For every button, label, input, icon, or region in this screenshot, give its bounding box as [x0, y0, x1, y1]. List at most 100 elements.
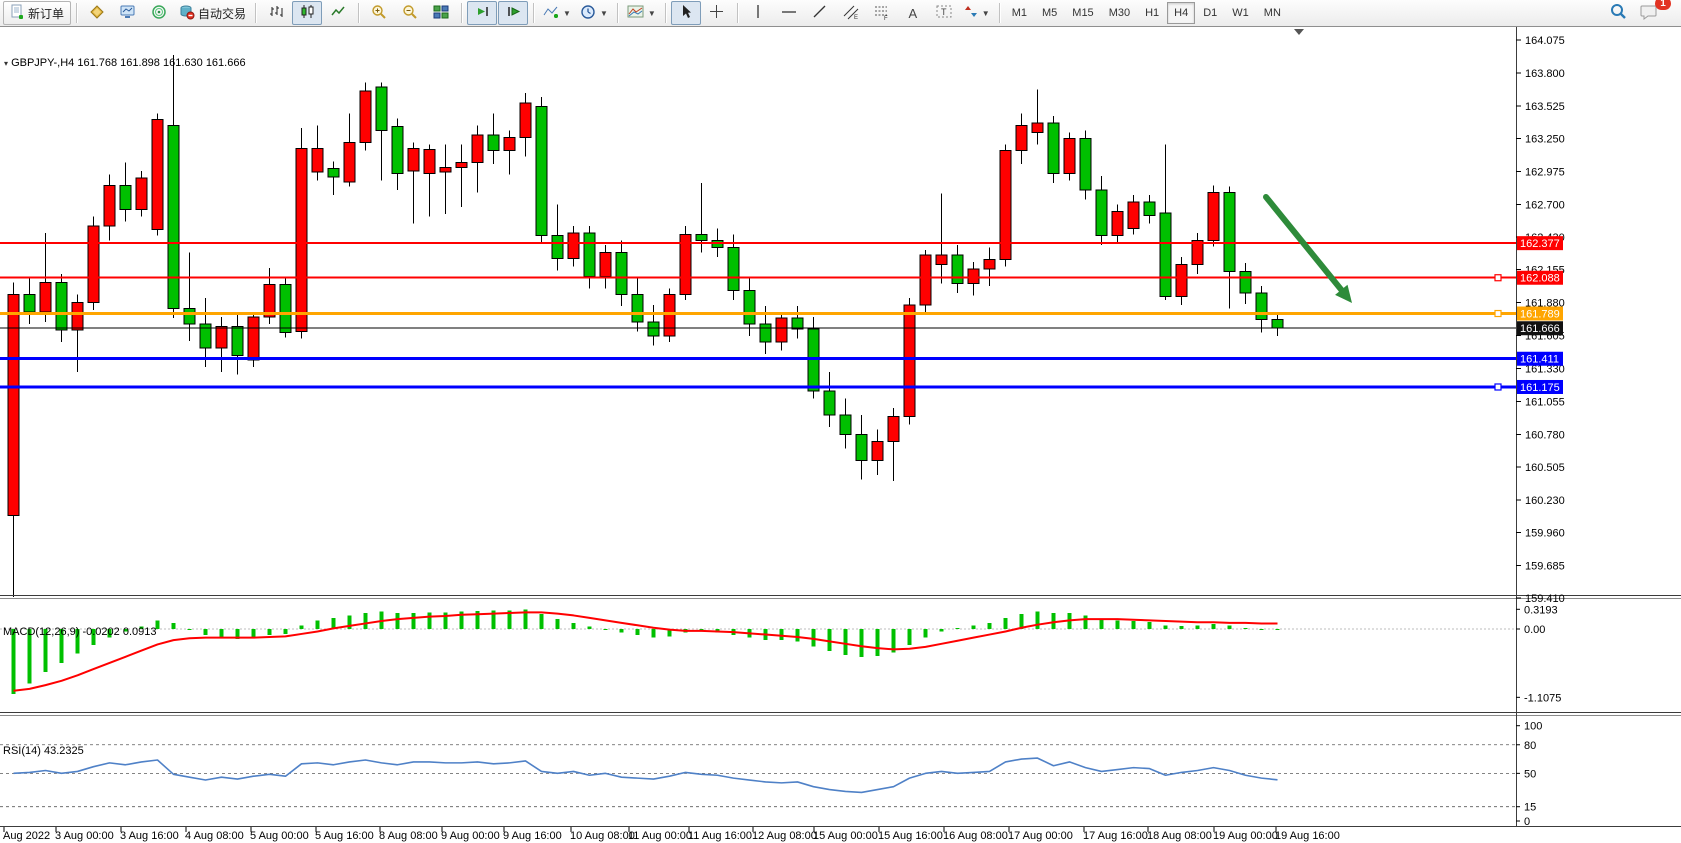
- candle-body: [295, 147, 308, 332]
- alerts-button[interactable]: [144, 1, 174, 25]
- arrows-tool-button[interactable]: ▼: [960, 1, 994, 25]
- macd-histogram-bar: [75, 629, 80, 654]
- time-axis-label: 15 Aug 00:00: [813, 830, 878, 842]
- cursor-button[interactable]: [670, 1, 701, 25]
- macd-histogram-bar: [123, 629, 128, 632]
- macd-histogram-bar: [475, 611, 480, 629]
- candle-body: [231, 326, 244, 356]
- crosshair-button[interactable]: [702, 1, 732, 25]
- timeframe-m5[interactable]: M5: [1042, 7, 1058, 19]
- svg-text:F: F: [884, 16, 888, 20]
- search-icon: [1610, 3, 1627, 23]
- candle-body: [999, 150, 1012, 261]
- price-label-text: 161.666: [1520, 323, 1560, 335]
- chart-shift-marker-icon[interactable]: [1294, 29, 1304, 35]
- candle-body: [567, 232, 580, 259]
- horizontal-line-tool-button[interactable]: [774, 1, 804, 25]
- hline-handle[interactable]: [1494, 383, 1502, 391]
- price-tick-label: 159.960: [1525, 527, 1565, 539]
- chart-ohlc-header: ▾ GBPJPY-,H4 161.768 161.898 161.630 161…: [4, 57, 246, 69]
- macd-histogram-bar: [411, 612, 416, 629]
- text-tool-button[interactable]: A: [898, 1, 928, 25]
- price-label-box: [1517, 270, 1563, 285]
- new-order-button[interactable]: 新订单: [3, 1, 72, 25]
- candle-body: [1031, 122, 1044, 134]
- time-axis-label: 15 Aug 16:00: [878, 830, 943, 842]
- price-label-text: 161.411: [1520, 354, 1559, 366]
- zoom-out-button[interactable]: [395, 1, 425, 25]
- timeframe-h1[interactable]: H1: [1145, 7, 1160, 19]
- price-tick-label: 162.700: [1525, 200, 1565, 212]
- time-axis-label: 3 Aug 00:00: [55, 830, 114, 842]
- timeframe-m30[interactable]: M30: [1108, 7, 1131, 19]
- bar-chart-button[interactable]: [261, 1, 291, 25]
- timeframe-mn[interactable]: MN: [1263, 7, 1281, 19]
- indicators-button[interactable]: ▼: [539, 1, 575, 25]
- trendline-tool-button[interactable]: [805, 1, 835, 25]
- timeframe-m1[interactable]: M1: [1011, 7, 1027, 19]
- fibonacci-tool-button[interactable]: F: [867, 1, 897, 25]
- candle-body: [1079, 138, 1092, 191]
- candle-body: [647, 321, 660, 337]
- macd-histogram-bar: [571, 622, 576, 629]
- price-tick-label: 161.330: [1525, 363, 1565, 375]
- chart-shift-button[interactable]: [498, 1, 529, 25]
- hline-handle[interactable]: [1494, 309, 1502, 318]
- chart-canvas[interactable]: 164.075 163.800 163.525 163.250 162.975 162.7…: [0, 27, 1681, 843]
- timeframe-w1[interactable]: W1: [1232, 7, 1249, 19]
- line-chart-button[interactable]: [323, 1, 353, 25]
- candle-body: [135, 177, 148, 210]
- time-axis-label: 11 Aug 16:00: [688, 830, 752, 842]
- hline-handle[interactable]: [1494, 274, 1502, 282]
- candle-body: [743, 290, 756, 325]
- svg-text:T: T: [941, 7, 947, 17]
- price-tick-label: 159.685: [1525, 560, 1565, 572]
- timeframe-h4[interactable]: H4: [1167, 2, 1196, 24]
- new-order-label: 新订单: [28, 6, 65, 21]
- candle-body: [87, 225, 100, 304]
- chat-button[interactable]: 1: [1634, 0, 1671, 25]
- candle-body: [1047, 122, 1060, 174]
- price-tick-label: 161.055: [1525, 396, 1565, 408]
- macd-histogram-bar: [171, 622, 176, 629]
- timeframe-m15[interactable]: M15: [1072, 7, 1094, 19]
- macd-tick-label: 0.3193: [1524, 604, 1558, 616]
- label-icon: T: [936, 4, 952, 22]
- templates-button[interactable]: ▼: [623, 1, 660, 25]
- auto-scroll-icon: [475, 4, 490, 22]
- vertical-line-tool-button[interactable]: [743, 1, 773, 25]
- chart-shift-icon: [506, 4, 521, 22]
- symbol-dropdown-icon[interactable]: ▾: [4, 59, 9, 68]
- auto-scroll-button[interactable]: [467, 1, 498, 25]
- candle-body: [919, 254, 932, 306]
- price-label-text: 162.088: [1520, 273, 1560, 285]
- candle-body: [1207, 192, 1220, 241]
- macd-histogram-bar: [27, 629, 32, 684]
- new-chart-button[interactable]: [82, 1, 112, 25]
- macd-histogram-bar: [107, 629, 112, 638]
- label-tool-button[interactable]: T: [929, 1, 959, 25]
- candle-body: [151, 119, 164, 231]
- time-axis-label: 19 Aug 00:00: [1213, 830, 1278, 842]
- price-label-box: [1517, 306, 1563, 321]
- tile-windows-button[interactable]: [426, 1, 456, 25]
- macd-histogram-bar: [795, 629, 800, 642]
- templates-icon: [627, 4, 644, 22]
- macd-histogram-bar: [91, 629, 96, 646]
- periods-button[interactable]: ▼: [576, 1, 612, 25]
- down-arrow-annotation[interactable]: [1263, 194, 1347, 296]
- profiles-button[interactable]: [113, 1, 143, 25]
- channel-tool-button[interactable]: E: [836, 1, 866, 25]
- price-tick-label: 163.250: [1525, 134, 1565, 146]
- autotrading-button[interactable]: 自动交易: [175, 1, 250, 25]
- zoom-in-button[interactable]: [364, 1, 394, 25]
- search-button[interactable]: [1603, 1, 1633, 25]
- rsi-tick-label: 15: [1524, 802, 1536, 814]
- toolbar-separator: [76, 3, 78, 23]
- macd-histogram-bar: [1227, 625, 1232, 629]
- macd-histogram-bar: [59, 629, 64, 663]
- macd-histogram-bar: [139, 626, 144, 629]
- candlestick-chart-button[interactable]: [292, 1, 323, 25]
- timeframe-d1[interactable]: D1: [1203, 7, 1218, 19]
- autotrading-label: 自动交易: [198, 6, 247, 21]
